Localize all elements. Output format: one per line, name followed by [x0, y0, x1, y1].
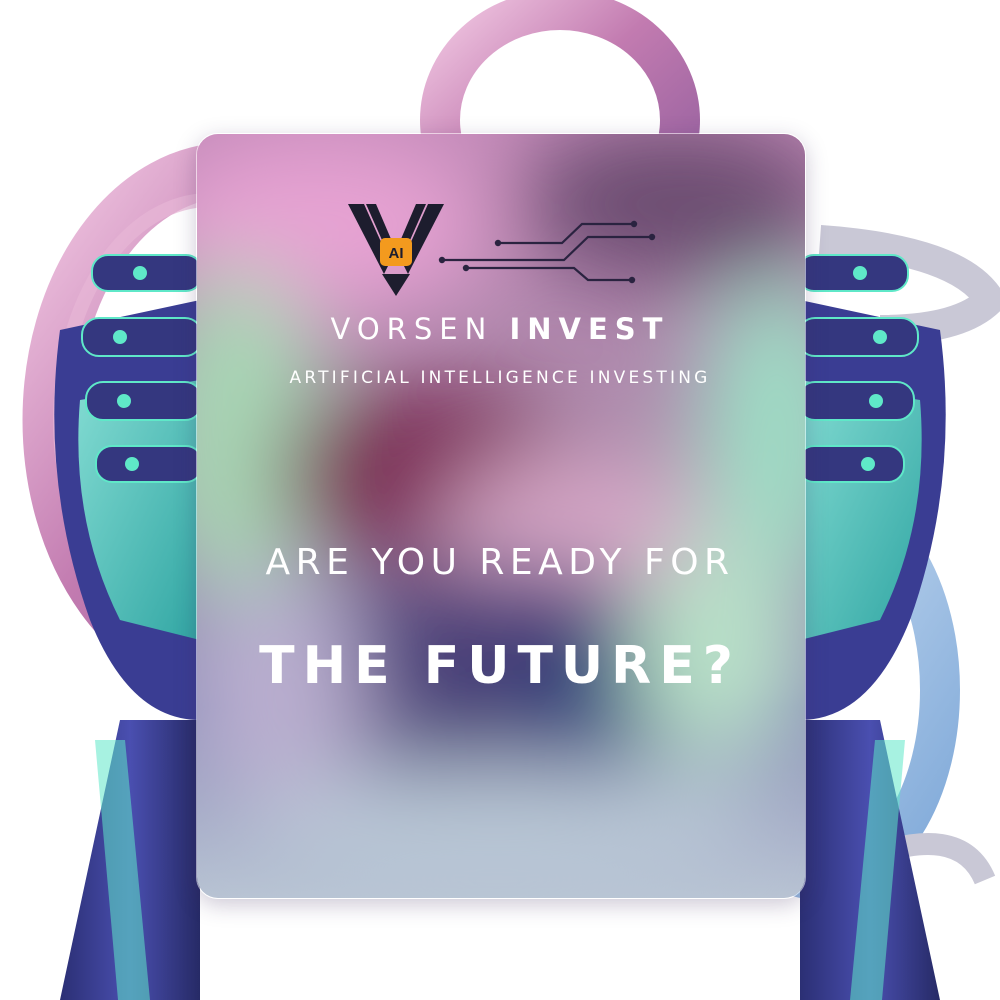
brand-tagline: ARTIFICIAL INTELLIGENCE INVESTING — [289, 368, 711, 388]
blurred-backdrop — [197, 134, 805, 898]
headline-line-1: ARE YOU READY FOR — [265, 542, 735, 583]
headline-line-2: THE FUTURE? — [259, 636, 741, 696]
brand-name-light: VORSEN — [330, 312, 494, 346]
brand-name-bold: INVEST — [509, 312, 670, 346]
v-shield-logo-icon: AI — [348, 204, 656, 296]
frosted-card — [196, 133, 806, 899]
circuit-lines-icon — [442, 222, 652, 282]
brand-name: VORSEN INVEST — [196, 312, 804, 346]
logo-badge: AI — [389, 245, 404, 262]
